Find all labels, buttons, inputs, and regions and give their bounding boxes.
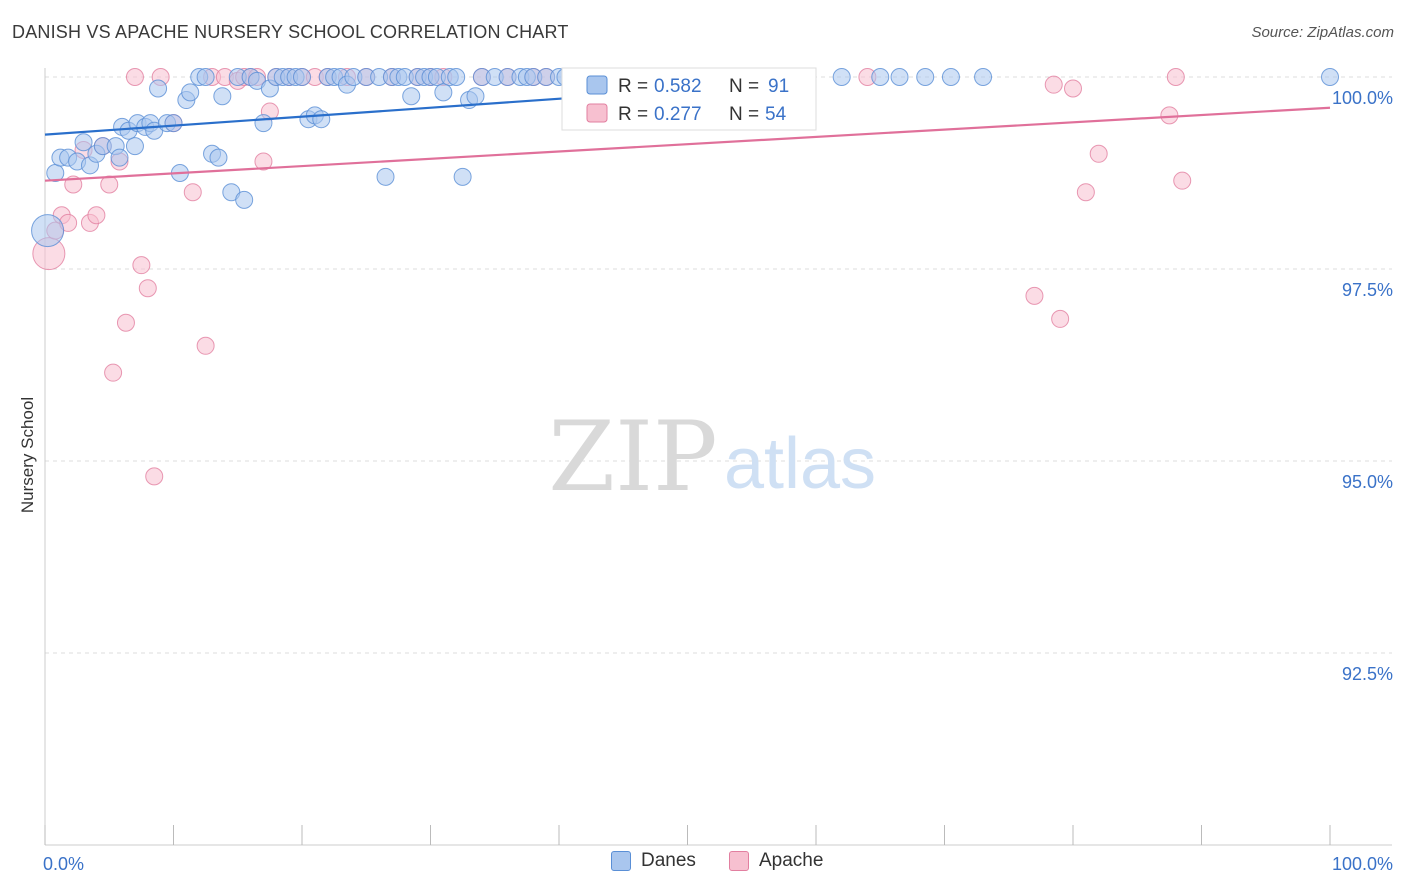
danes-point [974,68,993,86]
danes-point [110,148,129,167]
series-legend: Danes Apache [0,850,1406,880]
apache-point [138,279,157,298]
danes-point [235,190,254,209]
apache-point [1166,68,1185,86]
apache-point [1173,171,1192,190]
danes-point [832,68,851,86]
apache-point [1051,309,1070,328]
x-tick-label-min: 0.0% [43,854,84,874]
apache-trend-line [44,106,1331,182]
legend-n-label-apache: N = [729,104,759,125]
apache-point [1064,79,1082,98]
danes-point [164,114,183,133]
apache-point [196,336,215,355]
axes [44,68,1392,846]
legend-swatch-danes [586,75,608,95]
y-tick-label: 95.0% [1342,472,1393,492]
danes-point [209,148,228,167]
chart-title: DANISH VS APACHE NURSERY SCHOOL CORRELAT… [12,22,569,42]
apache-point [1025,286,1044,305]
watermark: ZIP atlas [548,401,876,513]
legend-item-apache[interactable]: Apache [729,850,823,872]
apache-point [116,313,135,332]
danes-point [213,87,232,106]
danes-point [149,79,168,98]
legend-n-value-danes: 91 [768,76,789,97]
tick-labels: 100.0% 97.5% 95.0% 92.5% 0.0% 100.0% [43,88,1393,874]
apache-point [183,183,202,202]
legend-item-danes[interactable]: Danes [611,850,696,872]
danes-point [453,167,472,186]
source-label: Source: ZipAtlas.com [1251,24,1394,41]
watermark-zip: ZIP [548,401,717,513]
danes-point [871,68,890,86]
legend-swatch-apache-bottom [729,851,749,871]
danes-point [125,137,144,156]
danes-point [941,68,960,86]
legend-swatch-apache [586,103,608,123]
y-tick-label: 92.5% [1342,664,1393,684]
legend-swatch-danes-bottom [611,851,631,871]
legend-r-label-danes: R = [618,76,648,97]
legend-label-danes: Danes [641,850,696,871]
legend-r-value-danes: 0.582 [654,76,702,97]
apache-point [87,206,106,225]
watermark-atlas: atlas [724,424,876,504]
apache-point [125,68,144,86]
apache-point [1076,183,1095,202]
apache-point [132,256,151,275]
apache-point [1089,144,1108,163]
apache-point [104,363,123,382]
legend-n-value-apache: 54 [765,104,787,125]
danes-point [181,83,200,102]
danes-point [1321,68,1339,86]
danes-point [402,87,421,106]
apache-point [100,175,119,194]
apache-point [1044,75,1063,94]
danes-point [74,133,93,152]
legend-label-apache: Apache [759,850,824,871]
danes-point [31,214,65,248]
grid-lines [45,76,1392,654]
apache-point [1160,106,1179,125]
legend-n-label-danes: N = [729,76,759,97]
legend-r-label-apache: R = [618,104,648,125]
danes-point [196,68,215,86]
danes-point [434,83,453,102]
danes-point [254,114,273,133]
danes-point [376,167,395,186]
apache-point [145,467,164,486]
correlation-legend: R = 0.582 N = 91 R = 0.277 N = 54 [561,67,817,131]
danes-point [293,68,311,86]
danes-point [312,110,331,129]
danes-point [447,68,466,86]
legend-r-value-apache: 0.277 [654,104,702,125]
y-tick-label: 100.0% [1332,88,1393,108]
danes-point [890,68,909,86]
apache-point [254,152,273,171]
danes-point [916,68,935,86]
x-tick-label-max: 100.0% [1332,854,1393,874]
y-tick-label: 97.5% [1342,280,1393,300]
danes-point [466,87,485,106]
